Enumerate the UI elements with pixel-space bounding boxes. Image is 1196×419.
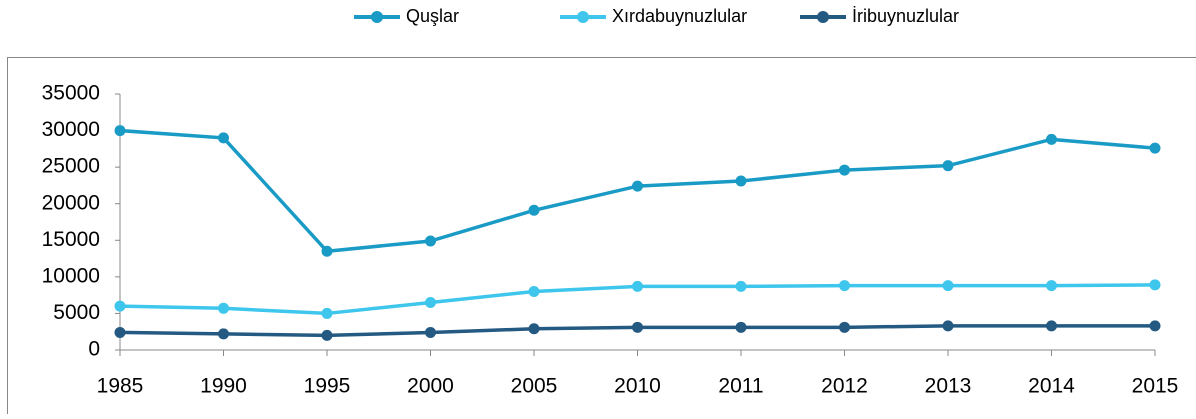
data-point [529,323,540,334]
data-point [529,286,540,297]
x-tick-label: 2011 [718,375,763,398]
data-point [839,165,850,176]
data-point [943,320,954,331]
x-tick-label: 1995 [304,375,351,398]
x-tick-label: 2005 [511,375,558,398]
legend-label: Xırdabuynuzlular [612,6,747,26]
x-tick-label: 2014 [1028,375,1075,398]
data-point [1046,280,1057,291]
plot-frame [8,58,1196,415]
data-point [1150,320,1161,331]
x-tick-label: 1985 [97,375,144,398]
data-point [736,322,747,333]
data-point [943,280,954,291]
x-tick-label: 1990 [200,375,247,398]
data-point [632,281,643,292]
y-tick-label: 15000 [42,228,100,251]
x-tick-label: 2000 [407,375,454,398]
data-point [1150,279,1161,290]
data-point [218,132,229,143]
x-tick-label: 2012 [821,375,868,398]
y-tick-label: 25000 [42,155,100,178]
legend-label: İribuynuzlular [852,6,959,26]
data-point [425,327,436,338]
y-tick-label: 20000 [42,191,100,214]
y-tick-label: 30000 [42,118,100,141]
y-tick-label: 10000 [42,264,100,287]
x-tick-label: 2013 [925,375,972,398]
data-point [632,322,643,333]
data-point [322,308,333,319]
data-point [218,328,229,339]
data-point [322,330,333,341]
y-tick-label: 35000 [42,82,100,105]
data-point [425,297,436,308]
data-point [736,176,747,187]
legend-marker [817,11,829,23]
data-point [1150,143,1161,154]
data-point [632,181,643,192]
legend-marker [577,11,589,23]
data-point [322,246,333,257]
data-point [1046,320,1057,331]
x-tick-label: 2010 [614,375,661,398]
data-point [425,236,436,247]
y-tick-label: 0 [88,338,100,361]
data-point [839,280,850,291]
data-point [1046,134,1057,145]
data-point [115,327,126,338]
legend-marker [371,11,383,23]
data-point [115,125,126,136]
data-point [839,322,850,333]
data-point [218,303,229,314]
data-point [943,160,954,171]
data-point [115,301,126,312]
y-tick-label: 5000 [53,301,100,324]
legend-label: Quşlar [406,6,459,26]
x-tick-label: 2015 [1132,375,1179,398]
data-point [736,281,747,292]
data-point [529,205,540,216]
